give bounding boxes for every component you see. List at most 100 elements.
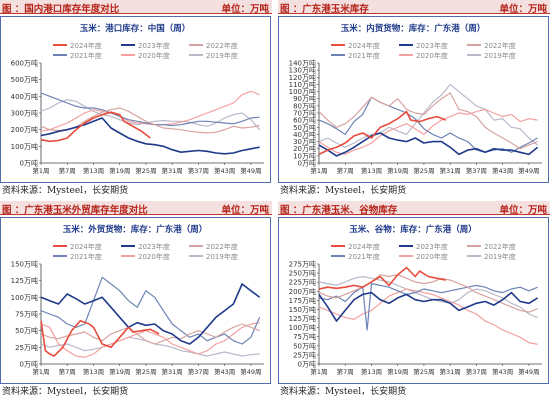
x-tick-label: 第25周 <box>413 166 434 175</box>
x-tick-label: 第43周 <box>214 166 235 175</box>
y-tick-label: 100万吨 <box>289 87 316 96</box>
series-line <box>318 274 538 313</box>
series-line <box>318 132 539 157</box>
chart-frame: 玉米：港口库存：中国（周） 2024年度 2023年度 2022年度 2021年度 202… <box>0 16 271 183</box>
y-tick-label: 50万吨 <box>293 123 316 132</box>
y-tick-label: 10万吨 <box>293 151 316 160</box>
series-line <box>40 336 260 357</box>
legend-label: 2024年度 <box>70 242 102 251</box>
series-line <box>318 92 538 150</box>
y-tick-label: 70万吨 <box>293 109 316 118</box>
legend-label: 2022年度 <box>484 41 516 50</box>
line-chart: 玉米、谷物：库存：广东港（周） 2024年度 2023年度 2022年度 2021年度 2… <box>289 224 542 376</box>
y-tick-label: 225万吨 <box>289 278 316 287</box>
panel-header: 图 ：广东港玉米库存 单位：万吨 <box>278 0 550 15</box>
x-tick-label: 第37周 <box>188 166 209 175</box>
y-tick-label: 0万吨 <box>298 159 316 168</box>
legend-label: 2020年度 <box>138 51 170 60</box>
x-tick-label: 第43周 <box>492 367 513 376</box>
panel-title: 图 ：广东港玉米外贸库存年度对比 <box>2 205 148 216</box>
x-tick-label: 第19周 <box>387 166 408 175</box>
y-tick-label: 20万吨 <box>293 144 316 153</box>
series-line <box>40 323 260 345</box>
x-tick-label: 第13周 <box>83 166 104 175</box>
series-line <box>318 282 538 331</box>
x-tick-label: 第7周 <box>59 367 76 376</box>
x-tick-label: 第1周 <box>32 166 49 175</box>
x-tick-label: 第31周 <box>162 367 183 376</box>
x-tick-label: 第31周 <box>440 166 461 175</box>
y-tick-label: 275万吨 <box>289 260 316 269</box>
y-tick-label: 25万吨 <box>15 343 38 352</box>
y-tick-label: 100万吨 <box>11 142 38 151</box>
x-tick-label: 第49周 <box>518 166 539 175</box>
panel-header: 图 ：国内港口库存年度对比 单位：万吨 <box>0 0 272 15</box>
x-tick-label: 第31周 <box>162 166 183 175</box>
legend-label: 2021年度 <box>70 252 102 261</box>
line-chart: 玉米：内贸货物：库存：广东港（周） 2024年度 2023年度 2022年度 2021年… <box>289 23 542 175</box>
legend-label: 2023年度 <box>416 41 448 50</box>
chart-title: 玉米：内贸货物：库存：广东港（周） <box>341 23 486 34</box>
y-tick-label: 75万吨 <box>15 310 38 319</box>
legend-label: 2021年度 <box>70 51 102 60</box>
series-line <box>40 99 261 131</box>
x-tick-label: 第31周 <box>440 367 461 376</box>
legend-label: 2024年度 <box>348 41 380 50</box>
series-line <box>40 283 261 345</box>
y-tick-label: 30万吨 <box>293 137 316 146</box>
y-tick-label: 200万吨 <box>11 125 38 134</box>
legend-label: 2024年度 <box>348 242 380 251</box>
y-tick-label: 300万吨 <box>11 109 38 118</box>
x-tick-label: 第37周 <box>466 367 487 376</box>
chart-title: 玉米、谷物：库存：广东港（周） <box>349 224 477 235</box>
panel-title: 图 ：国内港口库存年度对比 <box>2 4 120 15</box>
series-line <box>318 108 538 155</box>
legend-label: 2019年度 <box>484 51 516 60</box>
panel-header: 图 ：广东港玉米外贸库存年度对比 单位：万吨 <box>0 201 272 216</box>
panel-header: 图 ：广东港玉米、谷物库存 单位：万吨 <box>278 201 550 216</box>
chart-panel: 图 ：国内港口库存年度对比 单位：万吨 玉米：港口库存：中国（周） 2024年度 2… <box>0 0 272 200</box>
x-tick-label: 第7周 <box>337 166 354 175</box>
x-tick-label: 第25周 <box>135 367 156 376</box>
x-tick-label: 第37周 <box>188 367 209 376</box>
x-tick-label: 第13周 <box>361 166 382 175</box>
panel-unit: 单位：万吨 <box>499 205 547 216</box>
series-line <box>40 92 260 127</box>
source-note: 资料来源：Mysteel，长安期货 <box>280 186 407 196</box>
series-line <box>40 322 260 358</box>
source-note: 资料来源：Mysteel，长安期货 <box>2 186 129 196</box>
series-line <box>318 275 538 319</box>
chart-frame: 玉米：外贸货物：库存：广东港（周） 2024年度 2023年度 2022年度 2021年… <box>0 217 271 384</box>
chart-panel: 图 ：广东港玉米、谷物库存 单位：万吨 玉米、谷物：库存：广东港（周） 2024年… <box>278 201 550 401</box>
series-line <box>40 90 260 132</box>
legend-label: 2021年度 <box>348 51 380 60</box>
series-line <box>318 110 447 156</box>
legend-label: 2024年度 <box>70 41 102 50</box>
panel-title: 图 ：广东港玉米库存 <box>280 4 369 15</box>
y-tick-label: 600万吨 <box>11 59 38 68</box>
legend-label: 2019年度 <box>484 252 516 261</box>
y-tick-label: 400万吨 <box>11 92 38 101</box>
x-tick-label: 第43周 <box>214 367 235 376</box>
y-tick-label: 100万吨 <box>11 293 38 302</box>
line-chart: 玉米：港口库存：中国（周） 2024年度 2023年度 2022年度 2021年度 202… <box>11 23 264 175</box>
panel-title: 图 ：广东港玉米、谷物库存 <box>280 205 398 216</box>
series-line <box>40 276 261 345</box>
series-line <box>40 117 260 155</box>
source-note: 资料来源：Mysteel，长安期货 <box>280 387 407 397</box>
x-tick-label: 第19周 <box>109 166 130 175</box>
y-tick-label: 140万吨 <box>289 59 316 68</box>
y-tick-label: 250万吨 <box>289 269 316 278</box>
series-line <box>40 107 260 134</box>
x-tick-label: 第49周 <box>240 166 261 175</box>
legend-label: 2022年度 <box>484 242 516 251</box>
chart-frame: 玉米、谷物：库存：广东港（周） 2024年度 2023年度 2022年度 2021年度 2… <box>278 217 549 384</box>
y-tick-label: 150万吨 <box>11 260 38 269</box>
panel-unit: 单位：万吨 <box>221 205 269 216</box>
chart-panel: 图 ：广东港玉米外贸库存年度对比 单位：万吨 玉米：外贸货物：库存：广东港（周）… <box>0 201 272 401</box>
panel-unit: 单位：万吨 <box>499 4 547 15</box>
legend-label: 2020年度 <box>138 252 170 261</box>
y-tick-label: 60万吨 <box>293 116 316 125</box>
legend-label: 2020年度 <box>416 252 448 261</box>
series-line <box>318 288 538 345</box>
